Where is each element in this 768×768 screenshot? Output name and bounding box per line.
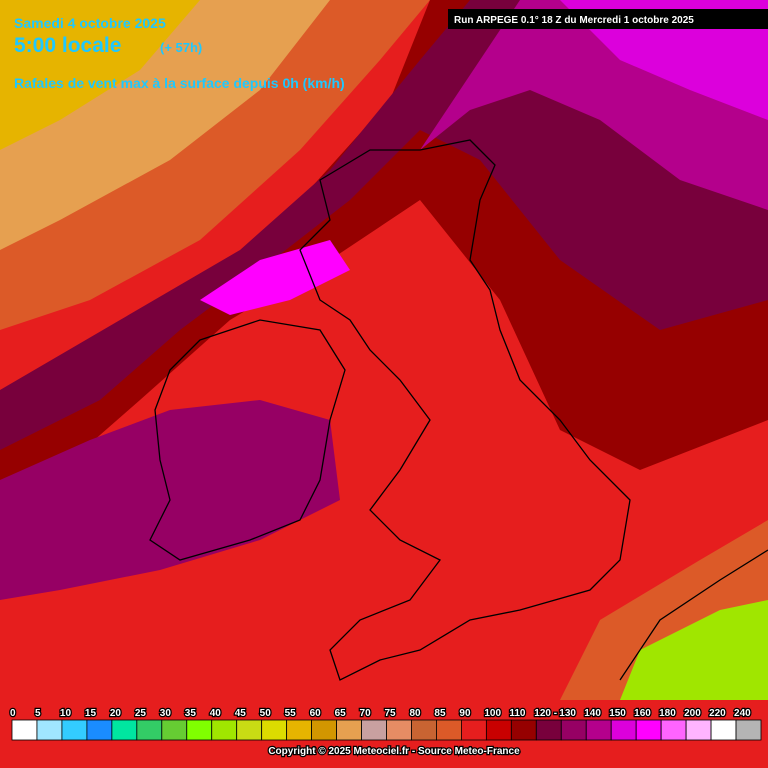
legend-swatch <box>136 719 163 741</box>
legend-label: 150 <box>609 708 626 719</box>
legend-label: 90 <box>459 708 471 719</box>
legend-swatch <box>36 719 63 741</box>
legend-label: 80 <box>409 708 421 719</box>
legend-swatch <box>610 719 637 741</box>
legend-label: 140 <box>584 708 601 719</box>
continent-coast <box>619 549 768 681</box>
legend-label: 110 <box>509 708 526 719</box>
legend-swatch <box>735 719 762 741</box>
legend-label: 130 <box>559 708 576 719</box>
field-name: Rafales de vent max à la surface depuis … <box>14 75 345 91</box>
legend-swatch <box>161 719 188 741</box>
coastlines <box>149 139 768 681</box>
legend-label: 5 <box>35 708 41 719</box>
legend-label: 55 <box>285 708 297 719</box>
legend-label: 220 <box>709 708 726 719</box>
legend-swatch <box>386 719 412 741</box>
legend-label: 100 <box>484 708 501 719</box>
legend-swatch <box>11 719 38 741</box>
legend-label: 45 <box>235 708 247 719</box>
legend-swatch <box>261 719 288 741</box>
legend-label: 60 <box>310 708 322 719</box>
legend-label: 180 <box>659 708 676 719</box>
legend-swatch <box>236 719 263 741</box>
legend-swatch <box>286 719 312 741</box>
run-info: Run ARPEGE 0.1° 18 Z du Mercredi 1 octob… <box>454 15 694 26</box>
legend-swatch <box>361 719 387 741</box>
legend-swatch <box>211 719 238 741</box>
legend-swatch <box>86 719 113 741</box>
legend-swatch <box>111 719 138 741</box>
legend-swatch <box>485 719 512 741</box>
legend-swatch <box>510 719 537 741</box>
legend-label: 30 <box>160 708 172 719</box>
legend-label: 85 <box>434 708 446 719</box>
lead-time: (+ 57h) <box>160 40 202 55</box>
legend-swatch <box>660 719 687 741</box>
copyright: Copyright © 2025 Meteociel.fr - Source M… <box>268 746 520 757</box>
legend-swatch <box>186 719 213 741</box>
legend-label: 75 <box>385 708 397 719</box>
legend-label: 15 <box>85 708 97 719</box>
legend-label: 40 <box>210 708 222 719</box>
legend-label: 20 <box>110 708 122 719</box>
legend-label: 25 <box>135 708 147 719</box>
legend-swatch <box>585 719 612 741</box>
legend-label: 120 - <box>534 708 557 719</box>
legend-swatch <box>635 719 662 741</box>
legend-swatch <box>411 719 437 741</box>
legend-swatch <box>560 719 587 741</box>
legend-swatch <box>710 719 737 741</box>
forecast-date: Samedi 4 octobre 2025 <box>14 15 166 31</box>
legend-swatch <box>436 719 462 741</box>
legend-label: 35 <box>185 708 197 719</box>
great-britain <box>299 139 631 681</box>
legend-label: 10 <box>60 708 72 719</box>
legend-label: 65 <box>335 708 347 719</box>
forecast-time: 5:00 locale <box>14 34 121 57</box>
legend-label: 240 <box>734 708 751 719</box>
legend-swatch <box>311 719 337 741</box>
legend-swatch <box>61 719 88 741</box>
legend-label: 0 <box>10 708 16 719</box>
run-banner <box>448 9 768 29</box>
legend: 0 5 10 15 20 25 30 35 40 45 50 55 60 65 70 75 80 85 90 100 1… <box>9 707 762 741</box>
legend-label: 50 <box>260 708 272 719</box>
legend-swatch <box>460 719 487 741</box>
legend-swatch <box>535 719 562 741</box>
legend-label: 200 <box>684 708 701 719</box>
legend-swatch <box>685 719 712 741</box>
ireland <box>149 319 346 561</box>
legend-swatch <box>336 719 362 741</box>
legend-label: 160 <box>634 708 651 719</box>
legend-label: 70 <box>360 708 372 719</box>
